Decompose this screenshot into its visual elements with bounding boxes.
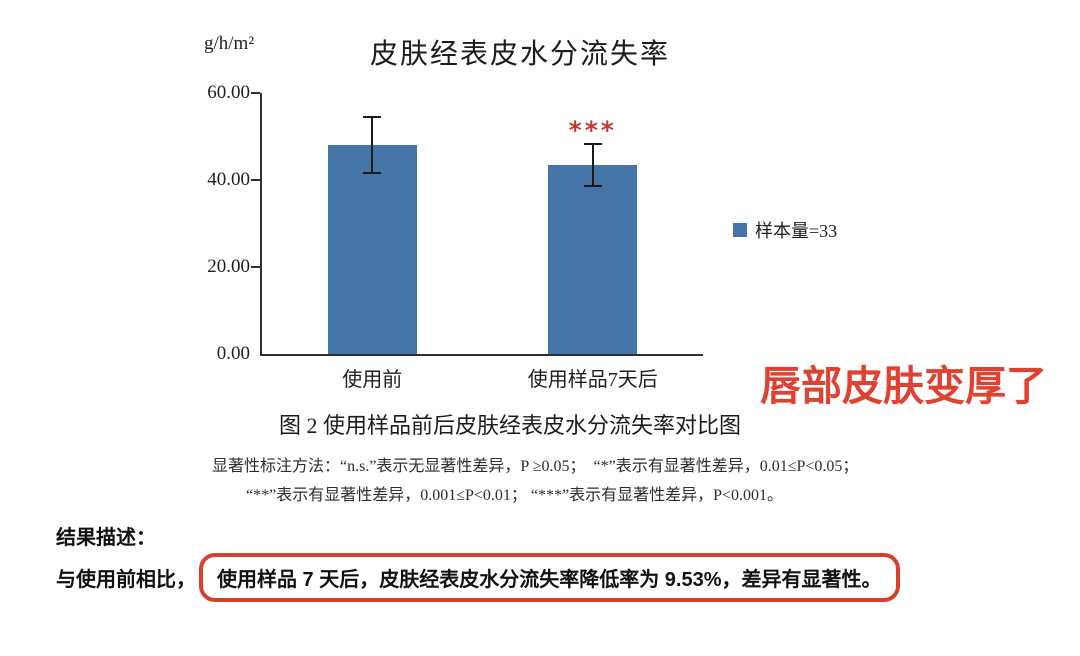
y-axis-tick-label: 20.00 bbox=[207, 256, 250, 277]
error-bar bbox=[363, 115, 382, 175]
result-line: 与使用前相比， 使用样品 7 天后，皮肤经表皮水分流失率降低率为 9.53%，差… bbox=[56, 553, 900, 602]
result-highlight-box: 使用样品 7 天后，皮肤经表皮水分流失率降低率为 9.53%，差异有显著性。 bbox=[199, 553, 900, 602]
legend-swatch bbox=[733, 223, 747, 237]
legend: 样本量=33 bbox=[733, 217, 837, 243]
result-heading: 结果描述： bbox=[56, 527, 156, 549]
chart-title: 皮肤经表皮水分流失率 bbox=[369, 39, 670, 70]
significance-marker: *** bbox=[568, 116, 617, 146]
error-bar bbox=[583, 143, 602, 188]
error-bar-cap-bottom bbox=[583, 185, 602, 188]
error-bar-cap-top bbox=[583, 143, 602, 146]
significance-note-line2: “**”表示有显著性差异，0.001≤P<0.01； “***”表示有显著性差异… bbox=[246, 487, 784, 504]
y-axis-tick-label: 40.00 bbox=[207, 169, 250, 190]
y-axis-tick bbox=[251, 92, 260, 94]
significance-note-line1: 显著性标注方法：“n.s.”表示无显著性差异，P ≥0.05； “*”表示有显著… bbox=[212, 458, 859, 475]
figure-caption: 图 2 使用样品前后皮肤经表皮水分流失率对比图 bbox=[278, 413, 741, 438]
result-prefix: 与使用前相比， bbox=[56, 569, 196, 591]
legend-label: 样本量=33 bbox=[755, 221, 838, 241]
bar-group-after: *** 使用样品7天后 bbox=[528, 93, 658, 391]
result-highlight-text: 使用样品 7 天后，皮肤经表皮水分流失率降低率为 9.53%，差异有显著性。 bbox=[217, 569, 882, 591]
y-axis-tick bbox=[251, 266, 260, 268]
x-axis-label-before: 使用前 bbox=[342, 369, 403, 391]
y-axis-unit-label: g/h/m² bbox=[204, 33, 255, 54]
red-annotation-text: 唇部皮肤变厚了 bbox=[760, 363, 1047, 409]
bar-group-before: 使用前 bbox=[327, 93, 417, 391]
plot-area: 使用前 *** 使用样品7天后 60.00 40.00 20.00 0.00 bbox=[207, 82, 703, 391]
bar bbox=[548, 165, 638, 354]
bar bbox=[327, 145, 417, 354]
x-axis-label-after: 使用样品7天后 bbox=[527, 369, 658, 391]
y-axis-tick bbox=[251, 179, 260, 181]
error-bar-cap-top bbox=[363, 115, 382, 118]
y-axis-tick-label: 0.00 bbox=[216, 343, 250, 364]
error-bar-cap-bottom bbox=[363, 172, 382, 175]
y-axis-tick-label: 60.00 bbox=[207, 82, 250, 103]
